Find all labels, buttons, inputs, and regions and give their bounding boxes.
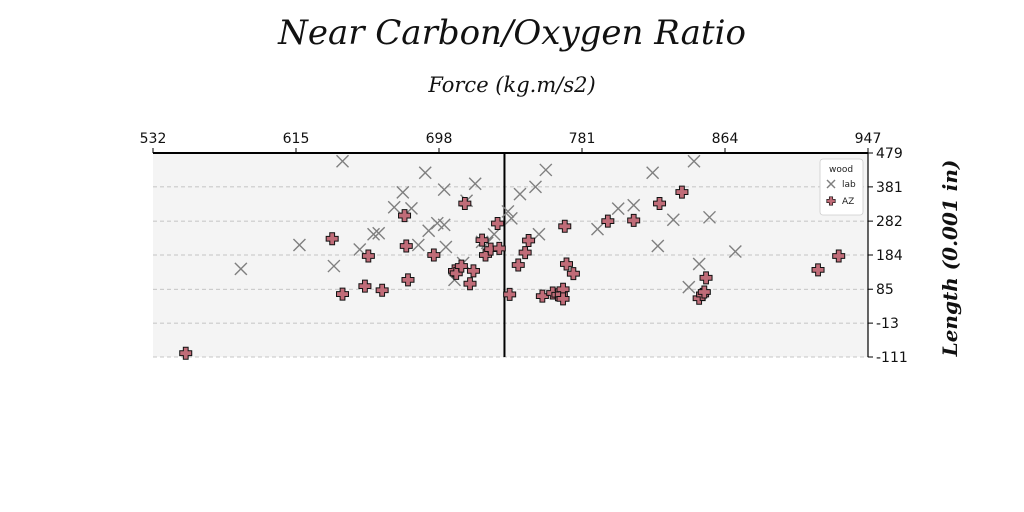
data-point-lab [487,227,501,241]
data-point-az [458,196,472,210]
data-point-lab [504,211,518,225]
data-point-lab [687,154,701,168]
data-point-az [398,209,412,223]
data-point-az [556,292,570,306]
data-point-lab [692,257,706,271]
data-point-lab [437,218,451,232]
data-point-az [325,232,339,246]
data-point-lab [468,177,482,191]
data-point-lab [234,262,248,276]
x-tick-label: 615 [283,131,310,147]
data-point-lab [367,227,381,241]
data-point-lab [513,187,527,201]
x-tick-label: 864 [712,131,739,147]
data-point-lab [646,166,660,180]
data-point-az [535,289,549,303]
data-point-lab [702,210,716,224]
data-point-lab [411,238,425,252]
data-point-lab [539,163,553,177]
data-point-lab [591,222,605,236]
data-point-lab [422,224,436,238]
data-point-lab [651,239,665,253]
legend-label: AZ [842,197,854,207]
data-point-az [627,213,641,227]
data-point-az [675,185,689,199]
y-axis-label: Length (0.001 in) [938,160,962,358]
data-point-lab [336,154,350,168]
y-tick-label: -13 [876,316,899,332]
data-point-az [653,196,667,210]
data-point-lab [439,240,453,254]
data-points [179,154,846,360]
data-point-lab [627,198,641,212]
y-tick-label: 184 [876,248,903,264]
data-point-lab [666,213,680,227]
legend: wood lab AZ [819,158,864,216]
legend-title: wood [829,165,853,175]
data-point-lab [682,280,696,294]
data-point-az [492,241,506,255]
data-point-az [179,346,193,360]
x-tick-label: 698 [426,131,453,147]
y-tick-label: -111 [876,350,908,366]
legend-marker-az [826,196,836,206]
y-tick-label: 85 [876,282,894,298]
data-point-az [811,263,825,277]
data-point-lab [418,166,432,180]
data-point-az [336,287,350,301]
data-point-lab [528,180,542,194]
data-point-az [566,267,580,281]
x-axis-label: Force (kg.m/s2) [427,73,595,97]
data-point-lab [611,202,625,216]
data-point-lab [437,183,451,197]
data-point-az [503,287,517,301]
y-tick-label: 479 [876,146,903,162]
data-point-az [558,219,572,233]
legend-label: lab [842,180,856,190]
data-point-az [697,285,711,299]
data-point-lab [387,200,401,214]
data-point-az [427,248,441,262]
x-tick-label: 781 [569,131,596,147]
legend-marker-lab [826,179,836,189]
data-point-lab [728,245,742,259]
x-axis-ticks: 532 615 698 781 864 947 [140,131,882,153]
data-point-az [491,217,505,231]
data-point-az [518,246,532,260]
data-point-lab [327,259,341,273]
data-point-az [522,233,536,247]
data-point-az [454,259,468,273]
data-point-az [401,273,415,287]
data-point-az [361,249,375,263]
y-axis-ticks: 479 381 282 184 85 -13 -111 [868,146,908,366]
data-point-lab [292,238,306,252]
y-tick-label: 282 [876,214,903,230]
data-point-az [511,258,525,272]
data-point-az [466,264,480,278]
data-point-az [463,277,477,291]
data-point-az [358,279,372,293]
data-point-az [375,283,389,297]
y-tick-label: 381 [876,180,903,196]
data-point-az [559,257,573,271]
x-tick-label: 532 [140,131,167,147]
data-point-az [475,233,489,247]
data-point-az [399,239,413,253]
data-point-az [601,214,615,228]
data-point-lab [501,204,515,218]
chart-title: Near Carbon/Oxygen Ratio [277,13,746,53]
data-point-az [832,249,846,263]
x-tick-label: 947 [855,131,882,147]
data-point-az [699,271,713,285]
data-point-lab [396,185,410,199]
data-point-lab [372,226,386,240]
